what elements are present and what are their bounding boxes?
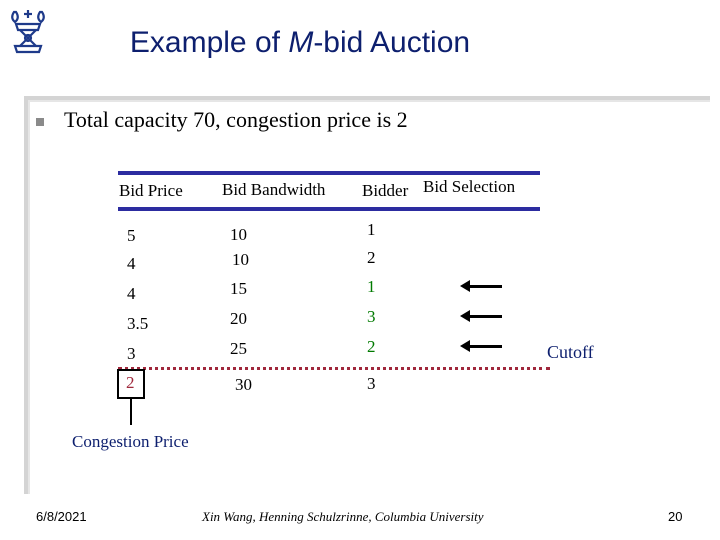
cell-bidder: 2 [367, 248, 376, 267]
footer-authors: Xin Wang, Henning Schulzrinne, Columbia … [202, 509, 484, 524]
cell-price: 5 [127, 226, 136, 245]
cell-bandwidth: 15 [230, 279, 247, 298]
bullet-text: Total capacity 70, congestion price is 2 [64, 107, 408, 132]
cell-bandwidth: 20 [230, 309, 247, 328]
header-bidder: Bidder [362, 181, 409, 200]
header-bid-bandwidth: Bid Bandwidth [222, 180, 326, 199]
cell-price-congestion: 2 [126, 373, 135, 392]
footer-date: 6/8/2021 [36, 509, 87, 524]
header-bid-price: Bid Price [119, 181, 183, 200]
cell-bidder: 3 [367, 374, 376, 393]
square-bullet-icon [36, 118, 44, 126]
congestion-price-label: Congestion Price [72, 432, 189, 451]
cell-bandwidth: 25 [230, 339, 247, 358]
cell-price: 4 [127, 254, 136, 273]
cell-bidder-selected: 2 [367, 337, 376, 356]
cell-price: 3.5 [127, 314, 149, 333]
table-header-rule [118, 207, 540, 211]
page-number: 20 [668, 509, 683, 524]
header-bid-selection: Bid Selection [423, 177, 516, 196]
table-top-rule [118, 171, 540, 175]
cutoff-label: Cutoff [547, 342, 594, 362]
slide-frame-top [24, 96, 710, 100]
columbia-logo-icon [11, 10, 45, 54]
congestion-pointer-line [130, 399, 132, 425]
slide-frame-left [24, 96, 28, 494]
cell-bidder-selected: 1 [367, 277, 376, 296]
cell-price: 4 [127, 284, 136, 303]
page-title: Example of M-bid Auction [129, 26, 471, 59]
cutoff-line [118, 367, 550, 370]
cell-bandwidth: 30 [235, 375, 252, 394]
cell-bidder: 1 [367, 220, 376, 239]
congestion-price-box [117, 369, 145, 399]
slide-frame-top-inner [28, 100, 710, 102]
cell-bandwidth: 10 [232, 250, 249, 269]
cell-bidder-selected: 3 [367, 307, 376, 326]
slide-frame-left-inner [28, 100, 30, 494]
cell-bandwidth: 10 [230, 225, 247, 244]
cell-price: 3 [127, 344, 136, 363]
